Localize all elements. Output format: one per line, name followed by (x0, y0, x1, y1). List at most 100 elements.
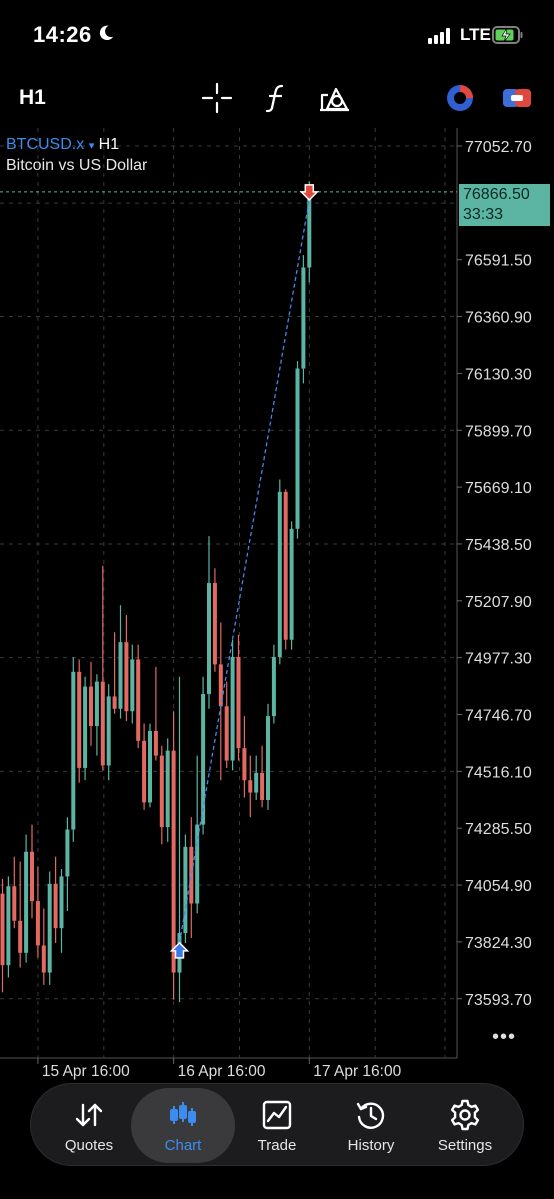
candle-body (112, 696, 117, 709)
network-type: LTE (460, 25, 491, 44)
price-tick-label: 74746.70 (465, 708, 532, 725)
candle-body (83, 686, 88, 768)
candle-body (24, 851, 29, 953)
moon-icon (99, 25, 114, 41)
crosshair-icon[interactable] (200, 81, 234, 115)
candle-body (207, 583, 211, 694)
candle-body (106, 696, 111, 766)
candle-body (71, 671, 76, 830)
candle-body (236, 656, 241, 749)
symbol-timeframe: H1 (98, 136, 120, 153)
tab-label: History (347, 1137, 395, 1154)
price-tick-label: 76591.50 (465, 253, 532, 270)
cellular-signal-icon (428, 28, 450, 44)
bar-countdown: 33:33 (463, 206, 504, 223)
settings-icon (450, 1099, 480, 1131)
objects-icon[interactable] (318, 81, 352, 115)
price-tick-label: 75207.90 (465, 594, 532, 611)
quotes-icon (75, 1103, 103, 1127)
candle-body (189, 846, 194, 904)
candle-body (65, 829, 70, 877)
price-tick-label: 76360.90 (465, 310, 532, 327)
price-tick-label: 74285.50 (465, 821, 532, 838)
price-tick-label: 74977.30 (465, 651, 532, 668)
candle-body (89, 686, 93, 727)
candle-body (136, 659, 141, 741)
candle-body (118, 642, 123, 709)
candle-body (242, 748, 247, 781)
price-tick-label: 75669.10 (465, 480, 532, 497)
candle-body (0, 893, 5, 966)
tab-trade[interactable]: Trade (229, 1084, 325, 1167)
candle-body (295, 368, 300, 529)
current-price: 76866.50 (463, 186, 530, 203)
tab-label: Trade (257, 1137, 297, 1154)
one-click-trading-icon[interactable] (443, 81, 477, 115)
candle-body (165, 750, 170, 828)
tab-label: Quotes (64, 1137, 114, 1154)
time-tick-label: 15 Apr 16:00 (42, 1063, 130, 1080)
candle-body (230, 656, 235, 761)
symbol-dropdown-icon: ▾ (88, 140, 95, 152)
candle-body (271, 656, 276, 717)
tab-quotes[interactable]: Quotes (41, 1084, 137, 1167)
candle-body (171, 750, 176, 973)
trade-mode-icon[interactable] (500, 81, 534, 115)
candle-body (183, 846, 188, 934)
history-icon (356, 1102, 385, 1129)
tab-settings[interactable]: Settings (417, 1084, 513, 1167)
price-chart[interactable]: 15 Apr 16:00 16 Apr 16:00 17 Apr 16:00 770… (0, 128, 554, 1088)
candle-body (159, 755, 164, 828)
candle-body (289, 528, 294, 640)
candle-body (260, 772, 265, 800)
candle-body (6, 886, 11, 966)
symbol-description: Bitcoin vs US Dollar (6, 157, 148, 174)
candle-body (94, 681, 99, 727)
candle-body (195, 824, 200, 904)
candle-body (153, 730, 158, 756)
candle-body (59, 876, 64, 929)
buy-arrow-icon (169, 941, 190, 959)
candle-body (277, 491, 282, 657)
tab-label: Chart (164, 1137, 202, 1154)
candle-body (142, 740, 147, 803)
candle-body (148, 730, 152, 803)
candle-body (224, 706, 229, 761)
candle-body (201, 693, 206, 825)
candle-body (307, 191, 312, 268)
battery-icon (492, 26, 523, 44)
more-options-button[interactable]: ••• (492, 1026, 517, 1048)
timeframe-button[interactable]: H1 (19, 86, 46, 109)
current-price-tag: 76866.50 33:33 (459, 184, 550, 226)
candle-body (301, 267, 306, 369)
candle-body (53, 883, 58, 929)
candle-body (283, 491, 288, 640)
candle-body (124, 642, 129, 712)
symbol-name: BTCUSD.x (6, 136, 85, 153)
candle-body (77, 671, 82, 768)
status-bar: 14:26 LTE (0, 0, 554, 70)
candle-body (18, 920, 23, 953)
sell-arrow-icon (299, 184, 320, 201)
chart-icon (170, 1102, 196, 1126)
status-time: 14:26 (33, 22, 92, 47)
symbol-header[interactable]: BTCUSD.x ▾ H1 (6, 136, 119, 154)
indicators-icon[interactable] (260, 81, 294, 115)
tab-history[interactable]: History (323, 1084, 419, 1167)
bottom-tab-bar: Quotes Chart Trade History (30, 1083, 524, 1166)
price-tick-label: 73824.30 (465, 935, 532, 952)
chart-toolbar: H1 (0, 75, 554, 121)
candle-body (47, 883, 52, 973)
candle-body (12, 886, 17, 921)
price-tick-label: 74054.90 (465, 878, 532, 895)
tab-chart[interactable]: Chart (131, 1088, 235, 1163)
price-tick-label: 75899.70 (465, 423, 532, 440)
price-tick-label: 76130.30 (465, 366, 532, 383)
time-tick-label: 16 Apr 16:00 (178, 1063, 266, 1080)
trade-icon (262, 1100, 292, 1130)
candle-body (41, 945, 46, 973)
price-tick-label: 75438.50 (465, 537, 532, 554)
tab-label: Settings (437, 1137, 493, 1154)
price-tick-label: 77052.70 (465, 139, 532, 156)
price-tick-label: 74516.10 (465, 764, 532, 781)
